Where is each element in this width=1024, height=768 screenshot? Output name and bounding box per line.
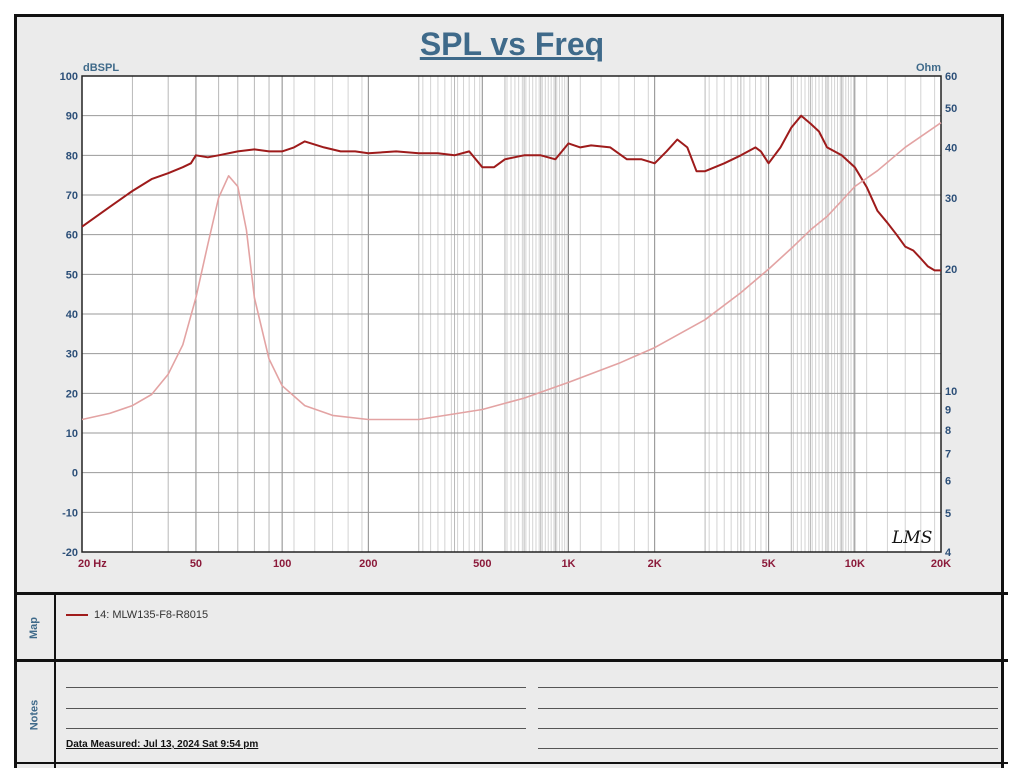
legend-swatch [66,614,88,616]
series [81,114,942,421]
y-right-tick-label: 40 [945,142,957,154]
y-left-tick-label: 20 [66,388,78,400]
y-right-tick-label: 7 [945,449,951,461]
y-left-tick-label: 80 [66,150,78,162]
y-left-tick-label: 0 [72,468,78,480]
y-left-tick-label: 40 [66,309,78,321]
impedance-line [81,122,942,421]
x-tick-label: 10K [845,558,865,570]
x-tick-label: 500 [473,558,491,570]
y-axis-label-left: dBSPL [83,62,119,74]
x-tick-label: 100 [273,558,291,570]
axes: 20 Hz 50 100 200 500 1K 2K 5K 10K 20K100908070605… [60,71,958,570]
x-tick-label: 20K [931,558,951,570]
notes-side-label: Notes [14,662,56,768]
note-line [66,728,526,729]
note-line [66,708,526,709]
notes-label: Notes [28,699,40,731]
note-line [66,687,526,688]
y-left-tick-label: 30 [66,349,78,361]
x-tick-label: 1K [561,558,575,570]
map-label: Map [28,616,40,639]
legend-entry: 14: MLW135-F8-R8015 [94,609,209,621]
y-left-tick-label: 90 [66,111,78,123]
x-tick-label: 50 [190,558,202,570]
x-tick-label: 20 Hz [78,558,107,570]
legend: 14: MLW135-F8-R8015 [66,609,208,621]
bottom-rule [14,762,1008,768]
y-right-tick-label: 9 [945,404,951,416]
y-left-tick-label: 10 [66,428,78,440]
grid [81,75,942,553]
y-left-tick-label: 100 [60,71,78,83]
note-line [538,748,998,749]
y-left-tick-label: 70 [66,190,78,202]
y-right-tick-label: 4 [945,547,952,559]
y-left-tick-label: -20 [62,547,78,559]
plot-border [81,75,942,553]
y-right-tick-label: 10 [945,386,957,398]
x-tick-label: 200 [359,558,377,570]
notes-panel: Notes Data Measured: Jul 13, 2024 Sat 9:… [14,659,1008,768]
y-axis-label-right: Ohm [916,62,941,74]
chart-title: SPL vs Freq [419,26,605,62]
y-right-tick-label: 30 [945,193,957,205]
y-left-tick-label: -10 [62,507,78,519]
map-side-label: Map [14,595,56,660]
x-tick-label: 2K [648,558,662,570]
note-line [538,708,998,709]
x-tick-label: 5K [762,558,776,570]
y-right-tick-label: 60 [945,71,957,83]
y-right-tick-label: 6 [945,476,951,488]
y-right-tick-label: 20 [945,264,957,276]
y-right-tick-label: 5 [945,508,951,520]
y-right-tick-label: 50 [945,103,957,115]
note-line [538,687,998,688]
signature-mark: LMS [891,528,932,548]
y-right-tick-label: 8 [945,425,951,437]
spl-chart: 20 Hz 50 100 200 500 1K 2K 5K 10K 20K100908070605… [60,62,958,570]
spl-line [81,114,941,272]
y-left-tick-label: 50 [66,269,78,281]
y-left-tick-label: 60 [66,230,78,242]
map-panel: Map 14: MLW135-F8-R8015 [14,592,1008,660]
measured-date: Data Measured: Jul 13, 2024 Sat 9:54 pm [66,739,259,750]
note-line [538,728,998,729]
